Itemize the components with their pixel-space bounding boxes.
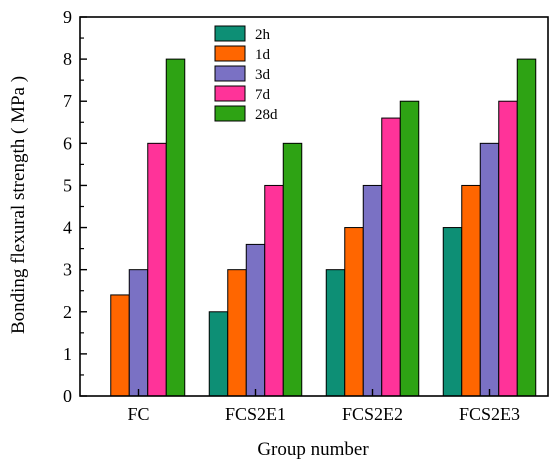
legend-swatch-1d (214, 45, 246, 62)
legend-swatch-28d (214, 105, 246, 122)
bar-28d-FCS2E2 (399, 100, 420, 397)
bar-7d-FCS2E2 (381, 117, 401, 397)
x-axis-title: Group number (257, 439, 369, 460)
bar-7d-FC (147, 142, 167, 397)
y-tick-label: 6 (63, 133, 72, 153)
bar-7d-FCS2E3 (498, 100, 518, 397)
legend-label-1d: 1d (255, 47, 271, 63)
y-tick-label: 4 (63, 218, 72, 238)
legend-swatch-3d (214, 65, 246, 82)
bar-3d-FC (128, 269, 149, 397)
y-tick-label: 0 (63, 386, 72, 406)
y-tick-label: 8 (63, 49, 72, 69)
bar-2h-FCS2E2 (325, 269, 346, 397)
bar-3d-FCS2E1 (245, 243, 266, 397)
y-tick-label: 9 (63, 7, 72, 27)
legend: 2h 1d 3d 7d 28d (214, 25, 278, 123)
bar-28d-FC (165, 58, 186, 397)
bar-1d-FCS2E2 (344, 227, 364, 397)
legend-swatch-2h (214, 25, 246, 42)
bar-2h-FCS2E3 (442, 227, 463, 397)
x-tick-label: FC (127, 404, 149, 424)
bar-1d-FC (110, 294, 130, 397)
bar-7d-FCS2E1 (264, 184, 284, 397)
bars (110, 58, 537, 397)
legend-label-28d: 28d (255, 107, 278, 123)
bar-3d-FCS2E3 (479, 142, 500, 397)
y-tick-label: 1 (63, 344, 72, 364)
y-tick-label: 2 (63, 302, 72, 322)
x-tick-label: FCS2E3 (459, 404, 520, 424)
x-tick-label: FCS2E2 (342, 404, 403, 424)
x-tick-label: FCS2E1 (225, 404, 286, 424)
bar-2h-FCS2E1 (208, 311, 229, 397)
legend-label-7d: 7d (255, 87, 271, 103)
y-tick-label: 3 (63, 260, 72, 280)
legend-label-3d: 3d (255, 67, 271, 83)
bar-28d-FCS2E3 (516, 58, 537, 397)
bar-3d-FCS2E2 (362, 184, 383, 397)
legend-label-2h: 2h (255, 27, 271, 43)
y-axis-title: Bonding flexural strength ( MPa ) (8, 76, 29, 334)
bar-1d-FCS2E3 (461, 184, 481, 397)
axes: 0 1 2 3 4 5 6 7 8 9 FC FCS2E1 FCS2E2 FCS2E3 (63, 7, 549, 424)
y-tick-label: 5 (63, 175, 72, 195)
y-tick-label: 7 (63, 91, 72, 111)
bar-28d-FCS2E1 (282, 142, 303, 397)
bar-1d-FCS2E1 (227, 269, 247, 397)
legend-swatch-7d (214, 85, 246, 102)
